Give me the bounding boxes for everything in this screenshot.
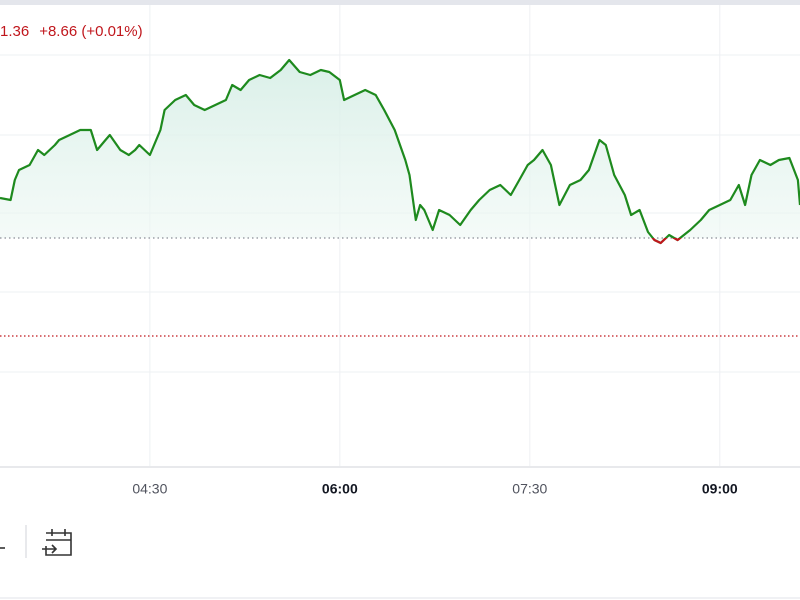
plot bbox=[0, 58, 800, 337]
date-range-button[interactable] bbox=[42, 529, 72, 556]
toolbar bbox=[0, 525, 72, 558]
x-tick-label: 04:30 bbox=[132, 481, 167, 497]
x-tick-label: 09:00 bbox=[702, 481, 738, 497]
x-axis: 04:30 06:00 07:30 09:00 bbox=[132, 481, 738, 497]
price-line bbox=[0, 58, 800, 245]
price-label: 1.36 bbox=[0, 23, 29, 40]
area-fill bbox=[0, 60, 800, 243]
change-label: +8.66 (+0.01%) bbox=[39, 23, 142, 40]
x-tick-label: 07:30 bbox=[512, 481, 547, 497]
top-bar bbox=[0, 0, 800, 5]
x-tick-label: 06:00 bbox=[322, 481, 358, 497]
